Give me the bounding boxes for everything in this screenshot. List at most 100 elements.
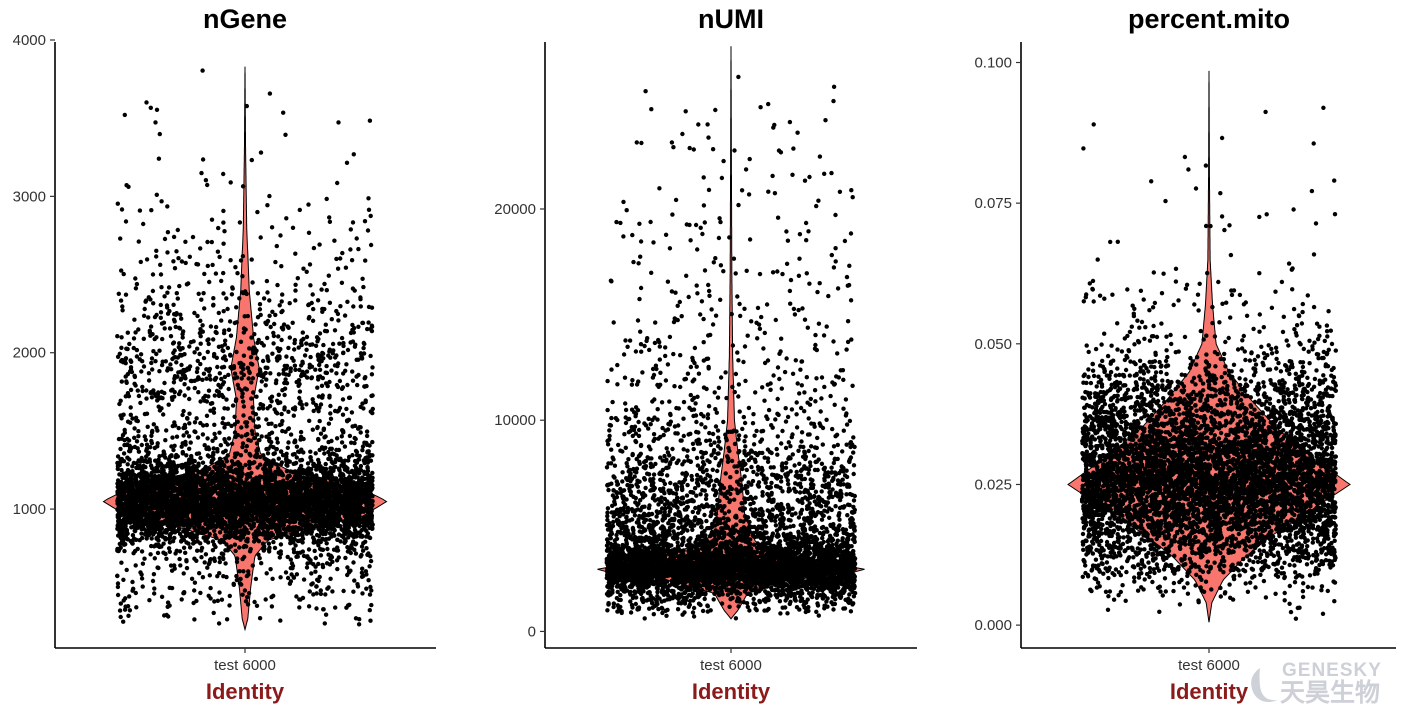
data-point <box>297 367 302 373</box>
data-point <box>321 342 326 348</box>
data-point <box>179 539 184 544</box>
data-point <box>210 548 216 553</box>
data-point <box>267 193 272 199</box>
data-point <box>189 576 195 581</box>
data-point <box>172 312 177 317</box>
data-point <box>181 545 187 550</box>
data-point <box>146 315 151 320</box>
data-point <box>288 366 293 371</box>
data-point <box>196 390 201 395</box>
data-point <box>273 424 278 429</box>
data-point <box>262 544 267 549</box>
data-point <box>329 317 334 322</box>
data-point <box>250 405 255 410</box>
data-point <box>148 105 153 111</box>
data-point <box>208 408 213 413</box>
data-point <box>234 349 239 355</box>
data-point <box>204 413 210 418</box>
data-point <box>252 460 257 465</box>
data-point <box>293 282 298 287</box>
data-point <box>366 196 371 201</box>
data-point <box>180 412 185 418</box>
data-point <box>237 296 242 301</box>
data-point <box>288 557 293 562</box>
data-point <box>269 430 275 435</box>
data-point <box>291 547 296 552</box>
data-point <box>199 530 205 536</box>
data-point <box>240 254 246 259</box>
data-point <box>182 393 187 398</box>
data-point <box>149 433 154 438</box>
data-point <box>310 318 316 323</box>
data-point <box>311 306 316 312</box>
data-point <box>256 416 261 421</box>
data-point <box>292 536 297 542</box>
data-point <box>245 471 251 477</box>
data-point <box>169 585 175 591</box>
data-point <box>367 608 372 613</box>
data-point <box>274 436 280 441</box>
data-point <box>228 464 234 470</box>
data-point <box>318 591 324 597</box>
data-point <box>320 395 325 400</box>
data-point <box>332 238 337 243</box>
data-point <box>261 296 267 301</box>
data-point <box>238 364 244 370</box>
data-point <box>165 250 170 255</box>
data-point <box>283 377 288 382</box>
data-point <box>285 445 290 450</box>
data-point <box>166 402 171 407</box>
data-point <box>353 616 359 621</box>
data-point <box>274 243 279 249</box>
data-point <box>136 449 142 454</box>
data-point <box>213 329 218 335</box>
data-point <box>164 556 169 561</box>
data-point <box>170 341 176 346</box>
data-point <box>193 429 198 435</box>
data-point <box>223 561 228 566</box>
data-point <box>239 376 244 381</box>
data-point <box>178 377 183 382</box>
data-point <box>261 453 266 458</box>
data-point <box>151 422 156 427</box>
data-point <box>269 225 275 230</box>
data-point <box>259 561 264 566</box>
data-point <box>115 201 121 206</box>
data-point <box>218 540 223 545</box>
data-point <box>324 363 329 369</box>
data-point <box>370 365 375 370</box>
data-point <box>213 324 219 330</box>
data-point <box>227 593 232 599</box>
data-point <box>222 425 227 430</box>
data-point <box>202 271 207 277</box>
data-point <box>237 529 243 534</box>
data-point <box>258 312 263 318</box>
data-point <box>350 286 356 291</box>
data-point <box>127 341 132 347</box>
data-point <box>244 444 249 449</box>
data-point <box>243 599 249 604</box>
data-point <box>149 395 155 400</box>
data-point <box>342 444 348 449</box>
data-point <box>182 382 187 387</box>
data-point <box>115 464 121 469</box>
data-point <box>162 326 167 331</box>
data-point <box>294 444 300 449</box>
data-point <box>187 411 192 416</box>
data-point <box>181 329 186 334</box>
data-point <box>268 567 273 572</box>
data-point <box>134 281 140 287</box>
data-point <box>363 539 368 544</box>
data-point <box>366 207 372 212</box>
data-point <box>219 392 225 398</box>
data-point <box>115 514 121 520</box>
data-point <box>136 429 141 434</box>
data-point <box>115 354 121 359</box>
data-point <box>282 363 287 369</box>
data-point <box>369 588 374 593</box>
data-point <box>227 319 233 324</box>
data-point <box>330 524 335 530</box>
data-point <box>325 546 330 552</box>
data-point <box>352 344 358 349</box>
